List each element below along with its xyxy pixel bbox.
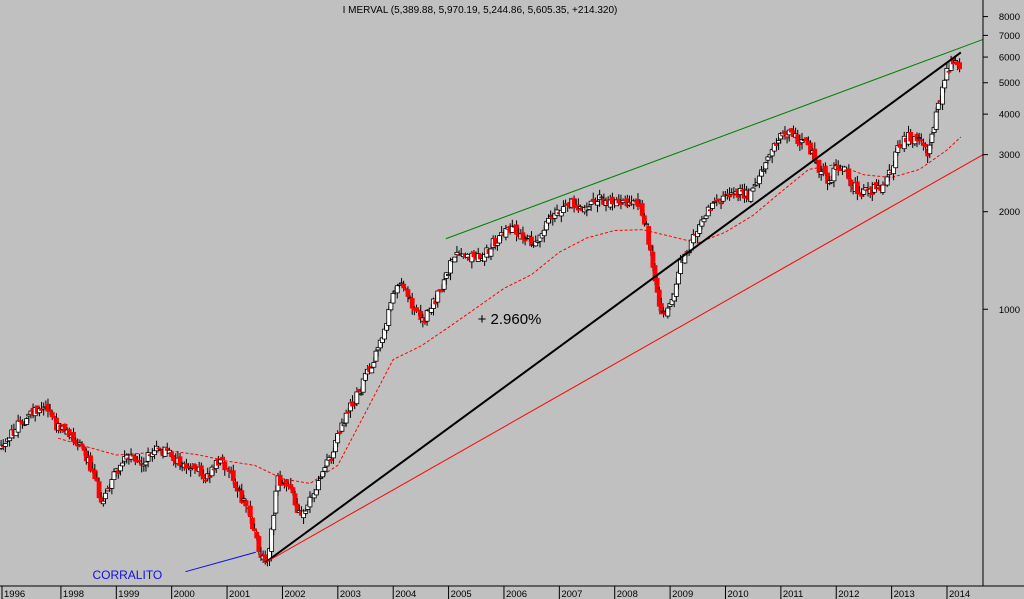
candle bbox=[561, 200, 566, 214]
x-tick-label: 2003 bbox=[340, 589, 361, 599]
candle bbox=[224, 467, 230, 470]
candle bbox=[390, 290, 396, 304]
candle bbox=[250, 516, 255, 530]
candle bbox=[337, 431, 343, 436]
candle bbox=[946, 70, 952, 75]
red-trendline bbox=[264, 154, 984, 564]
x-tick-label: 2010 bbox=[727, 589, 748, 599]
x-tick-label: 2005 bbox=[451, 589, 472, 599]
x-tick-label: 2001 bbox=[229, 589, 250, 599]
candle bbox=[252, 523, 257, 532]
y-tick-label: 3000 bbox=[999, 150, 1020, 161]
candle bbox=[271, 512, 277, 536]
x-tick-label: 2004 bbox=[395, 589, 416, 599]
candle bbox=[929, 131, 935, 149]
candle bbox=[256, 534, 262, 556]
candle bbox=[644, 220, 649, 226]
candle bbox=[356, 388, 362, 393]
x-tick-label: 2009 bbox=[672, 589, 693, 599]
candle bbox=[935, 100, 941, 113]
y-tick-label: 6000 bbox=[999, 53, 1020, 64]
trendlines-layer bbox=[264, 38, 984, 564]
x-tick-label: 1998 bbox=[63, 589, 84, 599]
candle bbox=[750, 186, 756, 192]
annotation-layer: + 2.960% CORRALITO bbox=[92, 311, 541, 582]
x-tick-label: 2013 bbox=[894, 589, 915, 599]
x-tick-label: 2014 bbox=[949, 589, 970, 599]
moving-average-line bbox=[57, 136, 962, 485]
candles-layer bbox=[0, 55, 963, 567]
x-axis-ticks: 1996 1998 1999 2000 2001 2002 2003 2004 2005 2006… bbox=[1, 586, 970, 599]
candle bbox=[710, 202, 715, 211]
candle bbox=[405, 286, 411, 303]
x-tick-label: 2011 bbox=[783, 589, 803, 599]
candle bbox=[2, 442, 8, 453]
x-tick-label: 1999 bbox=[118, 589, 139, 599]
candle bbox=[942, 78, 948, 93]
y-axis-ticks: 8000 7000 6000 5000 4000 3000 2000 1000 bbox=[983, 12, 1020, 316]
x-tick-label: 2008 bbox=[617, 589, 638, 599]
candle bbox=[884, 174, 890, 188]
y-tick-label: 8000 bbox=[999, 12, 1020, 23]
candle bbox=[759, 165, 764, 182]
corralito-annotation: CORRALITO bbox=[92, 568, 162, 582]
candle bbox=[192, 463, 198, 474]
candle bbox=[763, 161, 769, 174]
candle bbox=[522, 235, 528, 246]
candle bbox=[369, 367, 375, 374]
x-tick-label: 2002 bbox=[284, 589, 305, 599]
candle bbox=[230, 464, 236, 485]
y-tick-label: 2000 bbox=[999, 207, 1020, 218]
candle bbox=[409, 292, 415, 315]
percent-gain-annotation: + 2.960% bbox=[478, 311, 542, 328]
candle bbox=[957, 58, 963, 73]
y-tick-label: 5000 bbox=[999, 78, 1020, 89]
corralito-pointer-line bbox=[185, 551, 256, 573]
y-tick-label: 4000 bbox=[999, 110, 1020, 121]
candle bbox=[497, 234, 502, 244]
y-tick-label: 1000 bbox=[999, 305, 1020, 316]
moving-average-layer bbox=[57, 136, 962, 485]
x-tick-label: 1996 bbox=[4, 589, 25, 599]
y-tick-label: 7000 bbox=[999, 31, 1020, 42]
candle bbox=[24, 417, 30, 425]
candle bbox=[452, 256, 458, 263]
candle bbox=[446, 274, 451, 276]
candle bbox=[665, 305, 671, 319]
x-tick-label: 2012 bbox=[838, 589, 859, 599]
green-trendline bbox=[445, 38, 984, 240]
candle bbox=[188, 463, 194, 477]
candle bbox=[316, 475, 321, 494]
x-tick-label: 2006 bbox=[506, 589, 527, 599]
candle bbox=[103, 490, 108, 504]
candle bbox=[639, 199, 645, 218]
candle bbox=[933, 107, 939, 133]
candle bbox=[243, 498, 249, 513]
chart-title: I MERVAL (5,389.88, 5,970.19, 5,244.86, … bbox=[343, 5, 618, 16]
x-tick-label: 2007 bbox=[561, 589, 582, 599]
black-trendline bbox=[264, 51, 962, 564]
x-tick-label: 2000 bbox=[174, 589, 195, 599]
